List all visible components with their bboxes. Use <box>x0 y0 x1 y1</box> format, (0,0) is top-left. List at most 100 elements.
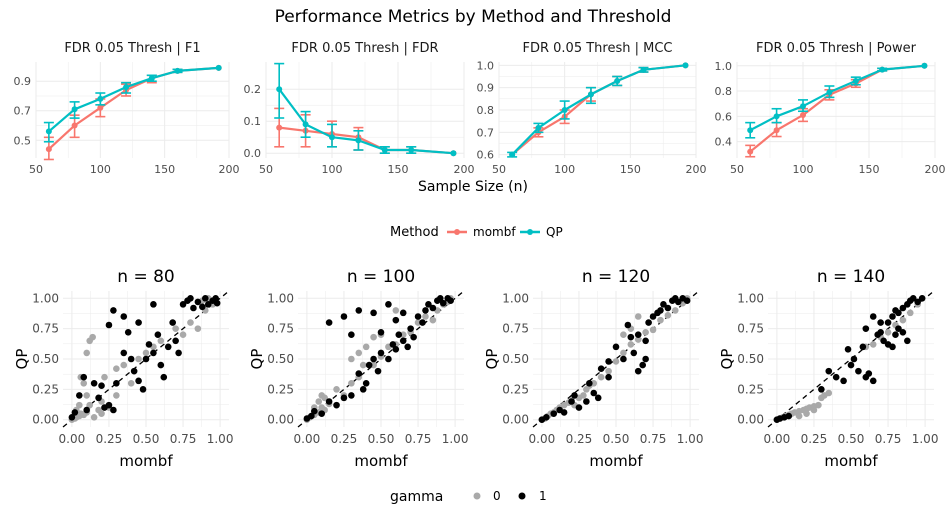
data-point <box>215 64 222 71</box>
y-tick-label: 0.50 <box>32 352 59 366</box>
point-gamma-1 <box>880 337 887 345</box>
y-tick-label: 0.5 <box>14 134 32 147</box>
data-point <box>71 106 78 113</box>
panel-strip-label: FDR 0.05 Thresh | F1 <box>64 41 200 56</box>
point-gamma-1 <box>840 377 847 385</box>
point-gamma-1 <box>142 355 150 363</box>
point-gamma-1 <box>95 394 102 402</box>
point-gamma-1 <box>425 301 432 308</box>
data-point <box>747 148 754 155</box>
data-point <box>381 147 388 153</box>
y-tick-label: 0.25 <box>737 382 764 396</box>
point-gamma-1 <box>110 307 117 314</box>
legend-gamma1-label: 1 <box>539 489 547 503</box>
x-tick-label: 0.25 <box>801 432 828 446</box>
point-gamma-1 <box>568 398 575 405</box>
point-gamma-1 <box>550 410 558 417</box>
y-axis-title: QP <box>483 349 501 370</box>
point-gamma-0 <box>83 392 91 399</box>
point-gamma-1 <box>575 404 583 411</box>
point-gamma-0 <box>348 379 355 387</box>
point-gamma-0 <box>89 333 96 341</box>
point-gamma-0 <box>194 325 202 332</box>
point-gamma-1 <box>899 328 907 336</box>
point-gamma-0 <box>142 349 150 357</box>
point-gamma-1 <box>447 297 454 305</box>
point-gamma-1 <box>169 319 176 326</box>
series-QP <box>507 62 689 158</box>
panel-title: n = 100 <box>347 267 415 287</box>
gamma-legend: gamma 0 1 <box>390 489 547 505</box>
point-gamma-1 <box>583 398 590 405</box>
point-gamma-0 <box>80 379 88 387</box>
point-gamma-0 <box>362 343 370 351</box>
point-gamma-1 <box>318 410 326 417</box>
y-tick-label: 1.00 <box>267 291 294 305</box>
y-tick-label: 0.00 <box>502 413 529 427</box>
point-gamma-1 <box>639 361 646 369</box>
point-gamma-1 <box>311 407 318 415</box>
point-gamma-1 <box>914 298 921 306</box>
point-gamma-1 <box>139 386 147 393</box>
point-gamma-1 <box>370 309 377 317</box>
point-gamma-1 <box>683 297 691 305</box>
point-gamma-0 <box>634 336 642 343</box>
point-gamma-1 <box>201 294 209 302</box>
point-gamma-1 <box>150 301 157 308</box>
point-gamma-1 <box>657 307 664 314</box>
point-gamma-0 <box>815 401 822 409</box>
gamma-legend-title: gamma <box>390 489 443 505</box>
point-gamma-1 <box>325 319 333 326</box>
x-tick-label: 0.75 <box>640 432 667 446</box>
x-tick-label: 1.00 <box>677 432 704 446</box>
x-axis-title: mombf <box>824 452 878 470</box>
point-gamma-0 <box>90 413 98 421</box>
point-gamma-0 <box>884 328 892 336</box>
point-gamma-1 <box>660 301 667 308</box>
point-gamma-0 <box>620 349 627 357</box>
point-gamma-1 <box>340 313 348 320</box>
data-point <box>640 66 647 73</box>
point-gamma-1 <box>594 394 602 402</box>
top-panels: 50 100 150 200 0.5 0.7 0.9 FDR 0.05 Thresh | F1… <box>14 41 946 176</box>
point-gamma-1 <box>847 361 855 369</box>
x-tick-label: 1.00 <box>912 432 939 446</box>
legend-gamma1-marker <box>518 492 526 500</box>
x-tick-label: 0.75 <box>170 432 197 446</box>
point-gamma-1 <box>884 319 892 326</box>
y-tick-label: 0.25 <box>32 382 59 396</box>
point-gamma-0 <box>671 307 679 314</box>
x-tick-label: 200 <box>686 163 707 176</box>
point-gamma-0 <box>370 333 377 341</box>
y-tick-label: 0.8 <box>715 85 733 98</box>
x-tick-label: 0.50 <box>838 432 865 446</box>
data-point <box>329 134 335 141</box>
data-point <box>682 62 689 69</box>
x-tick-label: 0.25 <box>96 432 123 446</box>
point-gamma-0 <box>113 392 120 399</box>
point-gamma-1 <box>127 355 135 363</box>
point-gamma-1 <box>154 331 162 339</box>
point-gamma-1 <box>204 301 212 308</box>
point-gamma-1 <box>392 316 400 324</box>
point-gamma-1 <box>150 349 157 357</box>
x-tick-label: 0.25 <box>566 432 593 446</box>
point-gamma-1 <box>865 370 873 377</box>
scatter-panel: 0.000.00 0.25 0.25 0.50 0.50 0.75 0.75 1.00 1.00… <box>483 267 703 470</box>
line-panel: 50 100 150 200 0.6 0.7 0.8 0.9 1.0 FDR 0.05 Thres… <box>477 41 707 176</box>
top-x-axis-title: Sample Size (n) <box>418 179 528 195</box>
panel-strip-label: FDR 0.05 Thresh | Power <box>756 41 917 56</box>
x-tick-label: 150 <box>620 163 641 176</box>
point-gamma-0 <box>899 316 907 324</box>
data-point <box>276 124 283 131</box>
point-gamma-0 <box>355 349 363 357</box>
method-legend-title: Method <box>390 225 439 240</box>
data-point <box>97 95 104 102</box>
point-gamma-1 <box>392 345 400 353</box>
x-tick-label: 0.50 <box>603 432 630 446</box>
point-gamma-1 <box>355 370 363 377</box>
y-tick-label: 0.9 <box>477 82 495 95</box>
y-tick-label: 1.00 <box>737 291 764 305</box>
x-tick-label: 0.75 <box>875 432 902 446</box>
point-gamma-1 <box>825 367 833 375</box>
